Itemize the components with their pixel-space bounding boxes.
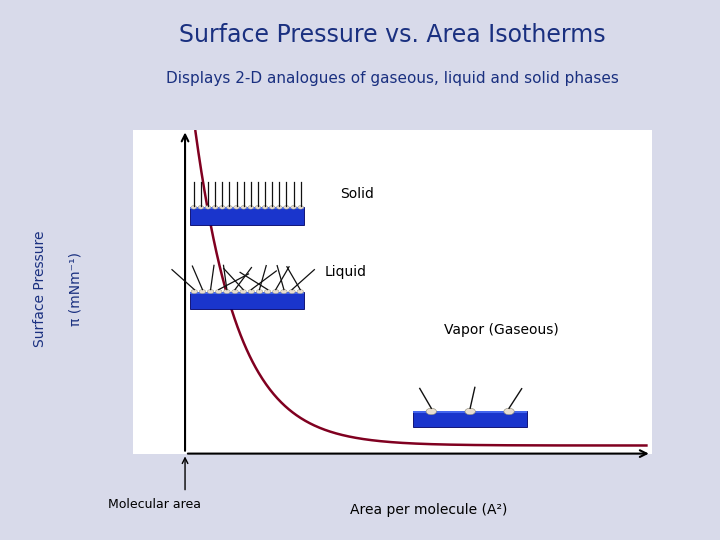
Text: π (mNm⁻¹): π (mNm⁻¹) xyxy=(68,252,83,326)
Bar xyxy=(413,411,527,427)
Bar xyxy=(190,207,305,225)
Circle shape xyxy=(272,289,279,294)
Circle shape xyxy=(234,206,240,209)
Circle shape xyxy=(232,289,238,294)
Text: Liquid: Liquid xyxy=(325,265,367,279)
Circle shape xyxy=(240,289,246,294)
Circle shape xyxy=(198,206,204,209)
Circle shape xyxy=(207,289,214,294)
Bar xyxy=(190,207,305,210)
Text: Surface Pressure vs. Area Isotherms: Surface Pressure vs. Area Isotherms xyxy=(179,23,606,47)
Circle shape xyxy=(504,408,514,415)
Bar xyxy=(190,292,305,309)
Circle shape xyxy=(289,289,295,294)
Circle shape xyxy=(220,206,225,209)
Circle shape xyxy=(224,289,230,294)
Circle shape xyxy=(465,408,475,415)
Circle shape xyxy=(298,206,304,209)
Text: Area per molecule (A²): Area per molecule (A²) xyxy=(350,503,507,517)
Circle shape xyxy=(269,206,275,209)
Circle shape xyxy=(291,206,297,209)
Circle shape xyxy=(227,206,233,209)
Circle shape xyxy=(262,206,268,209)
Text: Displays 2-D analogues of gaseous, liquid and solid phases: Displays 2-D analogues of gaseous, liqui… xyxy=(166,71,618,86)
Bar xyxy=(190,292,305,294)
Circle shape xyxy=(256,289,263,294)
Circle shape xyxy=(281,289,287,294)
Circle shape xyxy=(284,206,289,209)
Circle shape xyxy=(240,206,246,209)
Text: Vapor (Gaseous): Vapor (Gaseous) xyxy=(444,323,559,338)
Circle shape xyxy=(248,289,255,294)
Text: Solid: Solid xyxy=(341,187,374,201)
Circle shape xyxy=(212,206,218,209)
Circle shape xyxy=(191,289,197,294)
Circle shape xyxy=(276,206,282,209)
Circle shape xyxy=(248,206,253,209)
Text: Molecular area: Molecular area xyxy=(108,498,202,511)
Circle shape xyxy=(426,408,436,415)
Circle shape xyxy=(215,289,222,294)
Circle shape xyxy=(255,206,261,209)
Bar xyxy=(413,411,527,413)
Circle shape xyxy=(191,206,197,209)
Text: Surface Pressure: Surface Pressure xyxy=(32,231,47,347)
Circle shape xyxy=(264,289,271,294)
Circle shape xyxy=(297,289,303,294)
Circle shape xyxy=(199,289,206,294)
Circle shape xyxy=(205,206,211,209)
